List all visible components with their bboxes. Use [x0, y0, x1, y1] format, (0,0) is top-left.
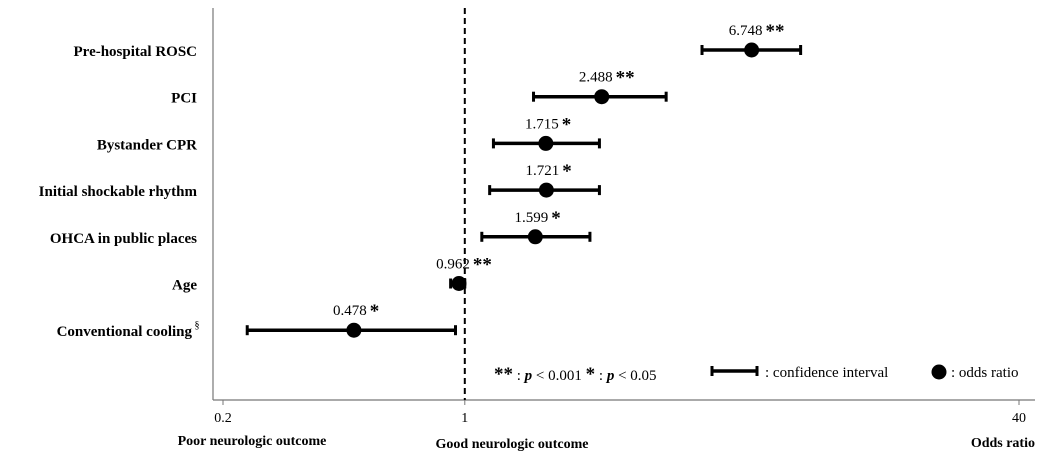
- legend: ** : p < 0.001 * : p < 0.05 : confidence …: [494, 364, 1019, 385]
- or-value-label: 2.488: [579, 70, 613, 86]
- or-value-label: 0.478: [333, 303, 367, 319]
- forest-row: Conventional cooling § 0.478 *: [57, 301, 458, 340]
- good-outcome-label: Good neurologic outcome: [436, 437, 589, 452]
- legend-or-symbol: [931, 364, 947, 380]
- x-tick-label: 1: [461, 411, 468, 426]
- row-label: Age: [172, 278, 197, 294]
- odds-ratio-point: [538, 135, 554, 151]
- row-label-superscript: §: [195, 320, 200, 331]
- row-label: Conventional cooling: [57, 324, 193, 340]
- or-value-label: 1.715: [525, 116, 559, 132]
- row-label: Initial shockable rhythm: [39, 184, 198, 200]
- p-value-legend: ** : p < 0.001 * : p < 0.05: [494, 364, 657, 385]
- odds-ratio-point: [744, 42, 760, 58]
- odds-ratio-point: [346, 322, 362, 338]
- row-label: PCI: [171, 91, 197, 107]
- row-label: OHCA in public places: [50, 231, 197, 247]
- significance-marker: **: [473, 255, 492, 276]
- x-tick-label: 40: [1012, 411, 1026, 426]
- odds-ratio-point: [538, 182, 554, 198]
- forest-row: OHCA in public places 1.599 *: [50, 208, 592, 247]
- significance-marker: *: [562, 161, 572, 182]
- forest-row: Age 0.962 **: [172, 255, 492, 294]
- forest-row: Initial shockable rhythm 1.721 *: [39, 161, 601, 200]
- significance-marker: *: [370, 301, 380, 322]
- odds-ratio-point: [594, 89, 610, 105]
- forest-row: Bystander CPR 1.715 *: [97, 114, 601, 153]
- legend-or-label: : odds ratio: [951, 365, 1019, 381]
- row-label: Pre-hospital ROSC: [74, 44, 197, 60]
- forest-row: Pre-hospital ROSC 6.748 **: [74, 21, 803, 60]
- x-axis-ticks: 0.2 1 40 Poor neurologic outcome Good neurol…: [178, 400, 1035, 452]
- x-tick-label: 0.2: [214, 411, 232, 426]
- significance-marker: **: [616, 68, 635, 89]
- legend-ci-label: : confidence interval: [765, 365, 888, 381]
- or-value-label: 1.721: [525, 163, 559, 179]
- row-label: Bystander CPR: [97, 137, 197, 153]
- poor-outcome-label: Poor neurologic outcome: [178, 434, 327, 449]
- significance-marker: *: [551, 208, 561, 229]
- odds-ratio-point: [527, 229, 543, 245]
- or-value-label: 6.748: [729, 23, 763, 39]
- significance-marker: **: [766, 21, 785, 42]
- odds-ratio-axis-label: Odds ratio: [971, 436, 1035, 451]
- significance-marker: *: [562, 114, 572, 135]
- forest-row: PCI 2.488 **: [171, 68, 668, 107]
- or-value-label: 0.962: [436, 257, 470, 273]
- plot-frame: [212, 8, 1035, 401]
- odds-ratio-point: [451, 276, 467, 291]
- or-value-label: 1.599: [514, 210, 548, 226]
